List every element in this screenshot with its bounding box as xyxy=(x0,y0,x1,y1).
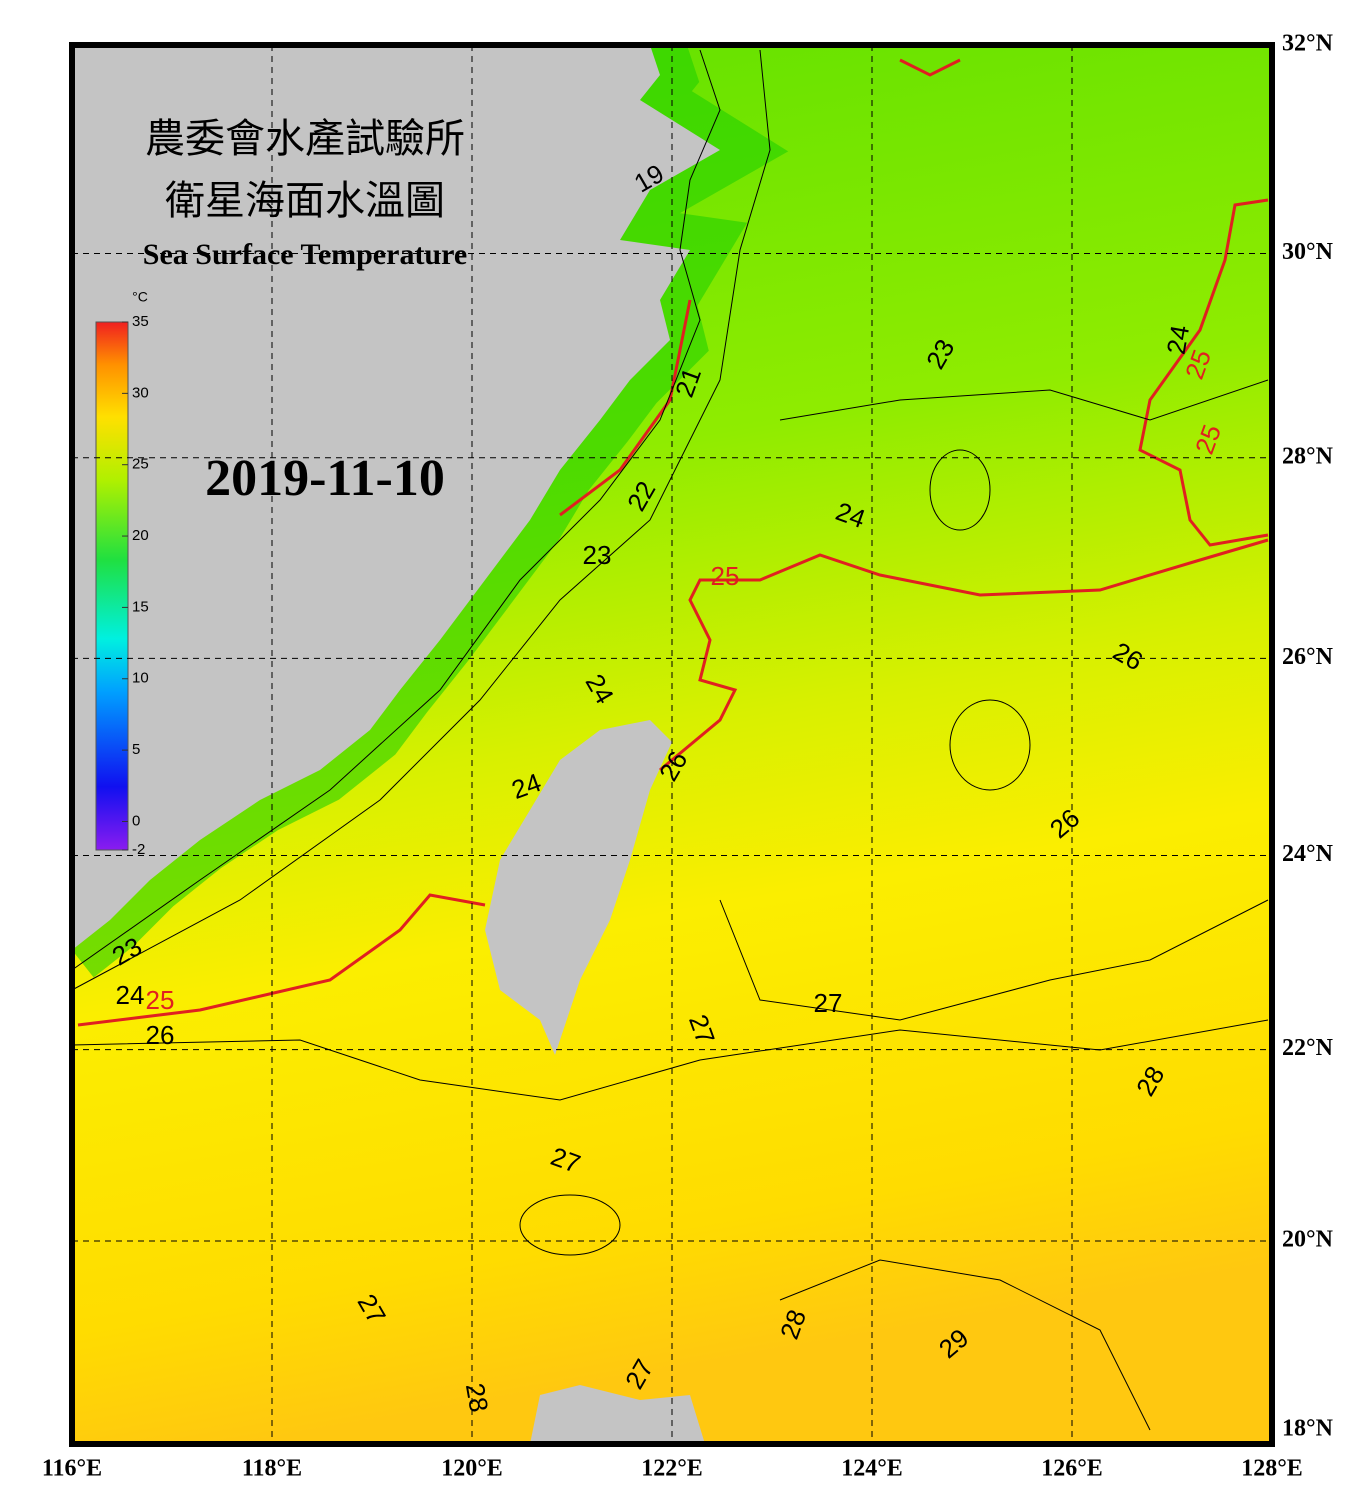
y-tick-label: 26°N xyxy=(1282,644,1334,670)
colorbar-tick-label: 10 xyxy=(132,670,149,687)
mainland xyxy=(72,45,720,950)
y-tick-label: 28°N xyxy=(1282,443,1334,469)
x-tick-label: 126°E xyxy=(1041,1456,1103,1482)
contour-line xyxy=(72,49,771,991)
colorbar-tick-label: 30 xyxy=(132,384,149,401)
x-tick-label: 118°E xyxy=(242,1456,302,1482)
colorbar-tick-label: 25 xyxy=(132,456,149,473)
contour-label: 24 xyxy=(116,980,145,1010)
contour-line xyxy=(899,58,961,77)
y-tick-label: 20°N xyxy=(1282,1227,1334,1253)
date: 2019-11-10 xyxy=(205,450,445,507)
contour-label: 25 xyxy=(711,561,740,591)
contour-label: 26 xyxy=(146,1020,175,1050)
colorbar xyxy=(95,321,129,851)
contour-line xyxy=(779,379,1269,421)
contour-line xyxy=(719,899,1269,1021)
title: 農委會水產試驗所 xyxy=(145,116,465,161)
contour-line xyxy=(559,299,692,517)
contour-line xyxy=(1138,198,1269,547)
contour-label: 25 xyxy=(146,985,175,1015)
colorbar-tick-label: 5 xyxy=(132,741,140,758)
x-tick-label: 122°E xyxy=(641,1456,703,1482)
x-tick-label: 124°E xyxy=(841,1456,903,1482)
contour-label: 28 xyxy=(460,1381,495,1415)
subtitle: Sea Surface Temperature xyxy=(143,238,467,271)
contour-line xyxy=(659,538,1269,772)
colorbar-tick-label: 35 xyxy=(132,313,149,330)
contour-line xyxy=(72,49,721,971)
colorbar-unit: °C xyxy=(132,289,148,305)
x-tick-label: 120°E xyxy=(441,1456,503,1482)
y-tick-label: 32°N xyxy=(1282,31,1334,57)
contour-line xyxy=(779,1259,1151,1431)
colorbar-tick-label: 0 xyxy=(132,812,140,829)
contour-line xyxy=(72,1019,1269,1101)
y-tick-label: 18°N xyxy=(1282,1416,1334,1442)
contour-line xyxy=(929,449,991,531)
y-tick-label: 22°N xyxy=(1282,1035,1334,1061)
colorbar-tick-label: 20 xyxy=(132,527,149,544)
contour-line xyxy=(77,893,486,1027)
colorbar-tick-label: -2 xyxy=(132,841,145,858)
taiwan xyxy=(485,720,672,1055)
y-tick-label: 30°N xyxy=(1282,239,1334,265)
contour-25 xyxy=(77,58,1269,1027)
contour-label: 23 xyxy=(583,540,612,570)
contour-line xyxy=(949,699,1031,791)
colorbar-tick-label: 15 xyxy=(132,598,149,615)
luzon xyxy=(530,1385,705,1444)
x-tick-label: 128°E xyxy=(1241,1456,1303,1482)
title: 衛星海面水溫圖 xyxy=(165,178,445,223)
y-tick-label: 24°N xyxy=(1282,841,1334,867)
x-tick-label: 116°E xyxy=(42,1456,102,1482)
contour-line xyxy=(519,1194,621,1256)
contour-label: 24 xyxy=(1161,323,1196,357)
contour-label: 27 xyxy=(814,988,843,1018)
contour-lines xyxy=(72,49,1269,1431)
